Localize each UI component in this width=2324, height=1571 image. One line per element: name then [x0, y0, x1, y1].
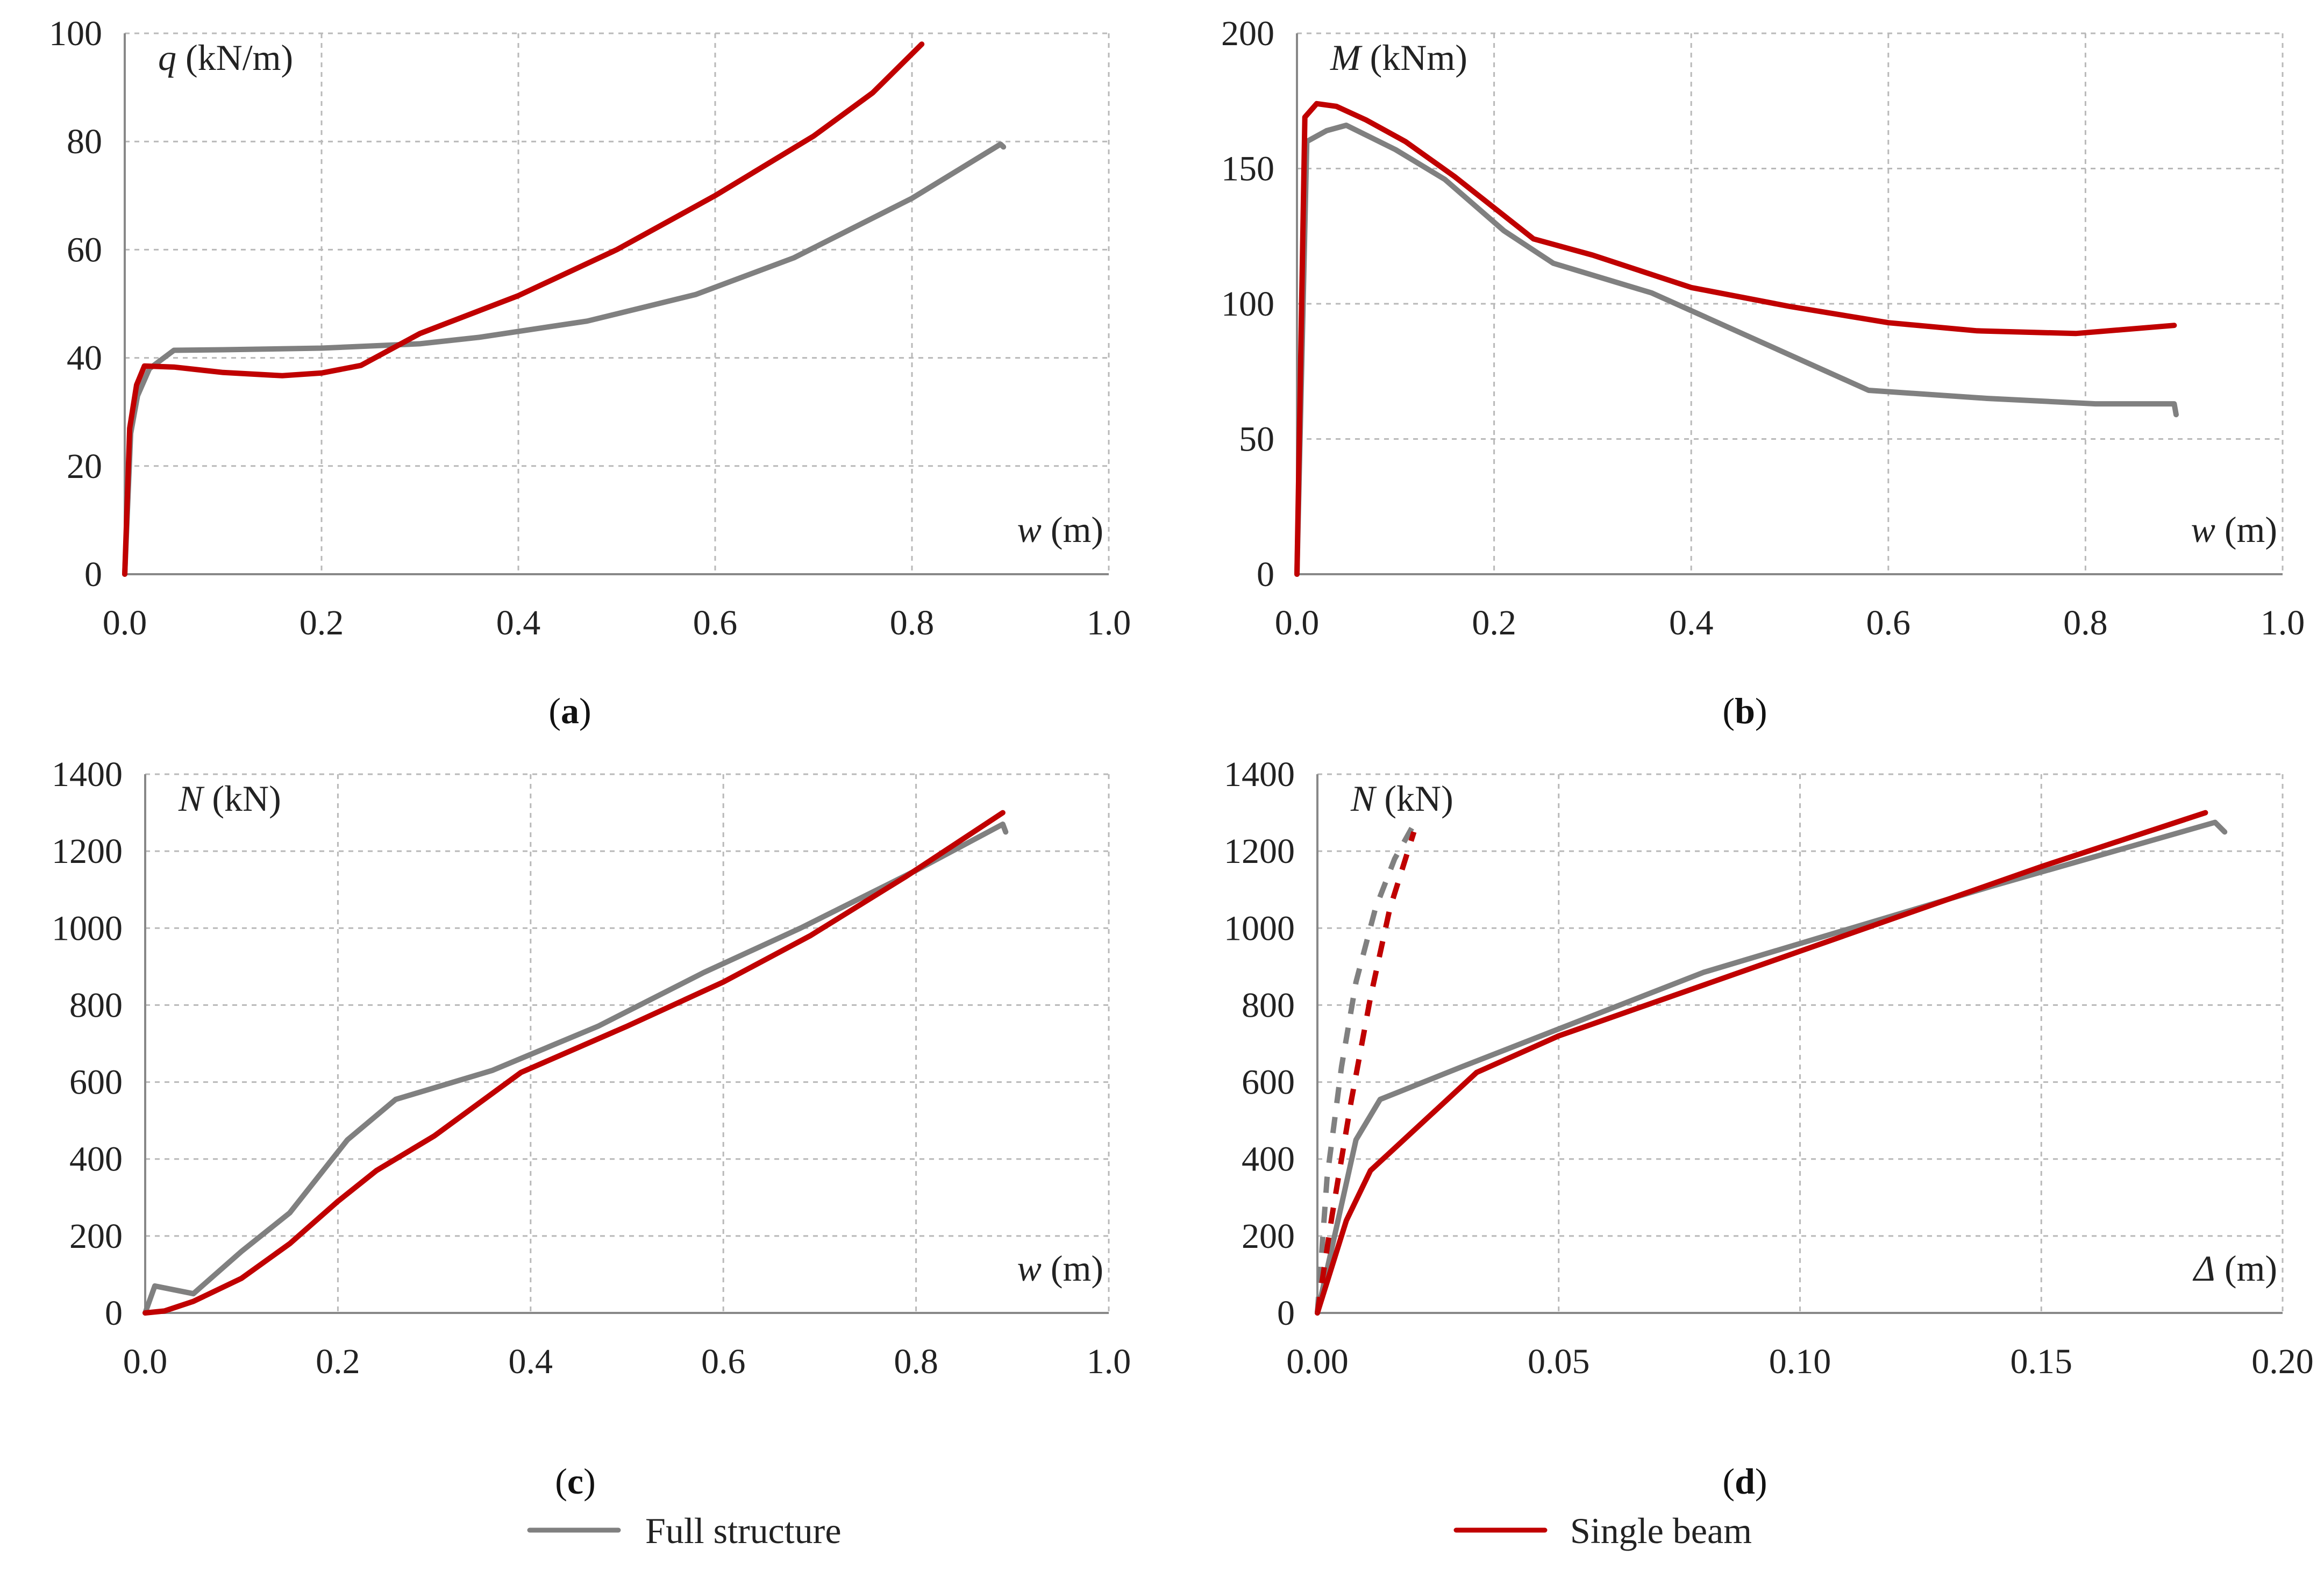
single-beam-dashed-line [1315, 831, 1417, 1313]
full-structure-line [122, 141, 1007, 577]
y-axis-label: N (kN) [178, 778, 281, 819]
x-tick-label: 1.0 [2261, 603, 2305, 642]
x-tick-label: 0.0 [123, 1342, 168, 1381]
x-tick-label: 0.05 [1528, 1342, 1590, 1381]
panel-caption: (b) [1722, 690, 1767, 731]
x-tick-label: 0.4 [1669, 603, 1714, 642]
y-tick-label: 200 [69, 1217, 123, 1256]
x-tick-label: 0.2 [1472, 603, 1516, 642]
y-tick-label: 800 [69, 986, 123, 1025]
y-tick-label: 800 [1242, 986, 1295, 1025]
y-tick-label: 1000 [1224, 909, 1295, 948]
full-structure-dashed-line [1315, 823, 1416, 1313]
legend-full-label: Full structure [645, 1510, 842, 1551]
chart-b: 0.0 0.2 0.4 0.6 0.8 1.0 0 50 100 150 200 M (kNm) w (… [1221, 14, 2305, 731]
y-tick-label: 0 [1257, 555, 1274, 594]
x-tick-label: 0.0 [103, 603, 147, 642]
y-tick-label: 400 [69, 1140, 123, 1179]
y-axis-label: M (kNm) [1330, 37, 1467, 78]
y-tick-label: 0 [84, 555, 102, 594]
y-tick-label: 20 [67, 447, 102, 486]
x-tick-label: 0.4 [509, 1342, 553, 1381]
y-tick-label: 200 [1242, 1217, 1295, 1256]
y-axis-label: q (kN/m) [158, 37, 293, 78]
y-tick-label: 1400 [52, 755, 123, 794]
legend: Full structure Single beam [527, 1510, 1752, 1551]
x-axis-label: w (m) [2191, 509, 2277, 550]
y-tick-label: 600 [1242, 1063, 1295, 1102]
y-tick-label: 0 [105, 1294, 123, 1333]
x-tick-label: 0.6 [693, 603, 738, 642]
single-beam-line [122, 41, 925, 577]
y-tick-label: 150 [1221, 149, 1274, 189]
x-tick-label: 1.0 [1087, 603, 1131, 642]
x-tick-label: 0.15 [2011, 1342, 2073, 1381]
legend-single-label: Single beam [1570, 1510, 1752, 1551]
y-tick-label: 100 [1221, 284, 1274, 324]
y-tick-label: 1400 [1224, 755, 1295, 794]
y-tick-label: 1000 [52, 909, 123, 948]
chart-c: 0.0 0.2 0.4 0.6 0.8 1.0 0 200 400 600 800 1000 1200 1… [52, 755, 1131, 1502]
y-tick-label: 100 [49, 14, 102, 53]
chart-d: 0.00 0.05 0.10 0.15 0.20 0 200 400 600 800 1000 120… [1224, 755, 2314, 1502]
full-structure-line [1315, 819, 2228, 1316]
x-axis-label: w (m) [1017, 1248, 1103, 1289]
x-tick-label: 0.20 [2251, 1342, 2314, 1381]
y-tick-label: 600 [69, 1063, 123, 1102]
x-tick-label: 1.0 [1087, 1342, 1131, 1381]
x-tick-label: 0.2 [300, 603, 344, 642]
single-beam-line [1294, 101, 2177, 577]
x-tick-label: 0.4 [496, 603, 541, 642]
x-tick-label: 0.6 [701, 1342, 746, 1381]
panel-caption: (d) [1722, 1461, 1767, 1502]
x-tick-label: 0.8 [2063, 603, 2108, 642]
charts-group: 0.0 0.2 0.4 0.6 0.8 1.0 0 20 40 60 80 100 q (kN/m) w … [49, 14, 2314, 1502]
y-tick-label: 60 [67, 230, 102, 269]
y-tick-label: 40 [67, 339, 102, 378]
x-axis-label: w (m) [1017, 509, 1103, 550]
single-beam-line [1315, 810, 2208, 1316]
y-tick-label: 400 [1242, 1140, 1295, 1179]
x-tick-label: 0.8 [894, 1342, 938, 1381]
y-tick-label: 1200 [52, 832, 123, 871]
chart-a: 0.0 0.2 0.4 0.6 0.8 1.0 0 20 40 60 80 100 q (kN/m) w … [49, 14, 1131, 731]
x-tick-label: 0.6 [1866, 603, 1911, 642]
panel-caption: (a) [548, 690, 591, 731]
single-beam-line [142, 810, 1006, 1316]
x-tick-label: 0.2 [316, 1342, 360, 1381]
y-tick-label: 1200 [1224, 832, 1295, 871]
x-tick-label: 0.0 [1275, 603, 1320, 642]
y-tick-label: 80 [67, 122, 102, 161]
panel-caption: (c) [555, 1461, 596, 1502]
x-axis-label: Δ (m) [2192, 1248, 2277, 1289]
y-tick-label: 0 [1277, 1294, 1295, 1333]
y-tick-label: 50 [1239, 420, 1274, 459]
x-tick-label: 0.00 [1286, 1342, 1349, 1381]
x-tick-label: 0.10 [1769, 1342, 1831, 1381]
x-tick-label: 0.8 [890, 603, 935, 642]
y-axis-label: N (kN) [1350, 778, 1453, 819]
y-tick-label: 200 [1221, 14, 1274, 53]
full-structure-line [1294, 123, 2179, 577]
